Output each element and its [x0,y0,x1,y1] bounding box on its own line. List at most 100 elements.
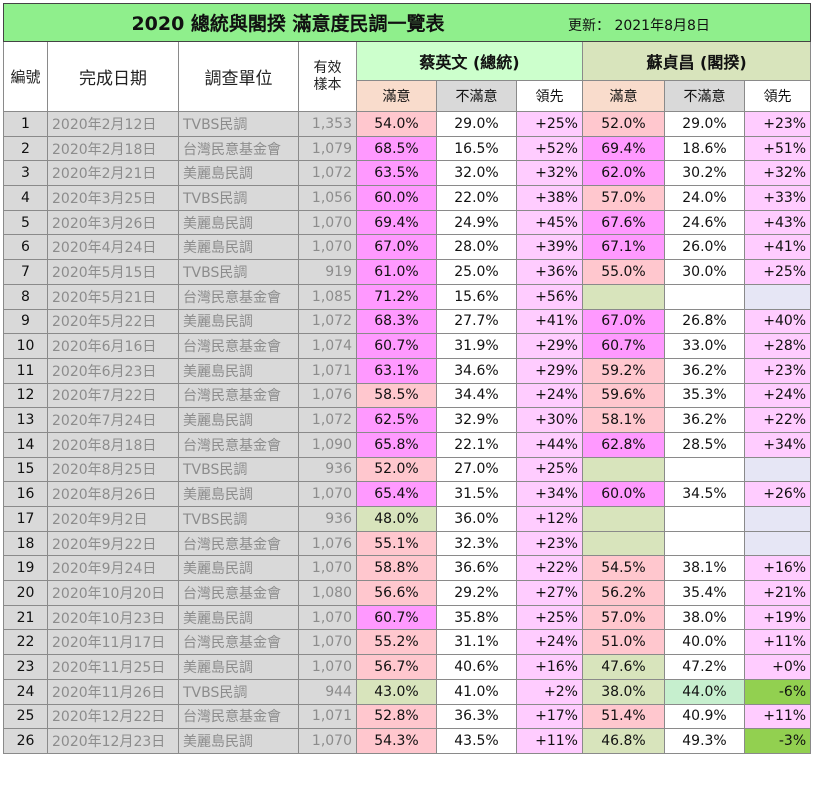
cell-tsai-sat: 54.3% [356,728,437,754]
cell-org: 美麗島民調 [178,407,299,433]
cell-su-dissat: 49.3% [664,728,745,754]
cell-org: 美麗島民調 [178,728,299,754]
cell-sample: 1,071 [298,703,357,730]
cell-sample: 1,085 [298,283,357,310]
header-no: 編號 [3,41,48,112]
cell-sample: 1,072 [298,160,357,187]
cell-tsai-sat: 52.0% [356,456,437,483]
cell-su-lead: +19% [743,604,812,631]
cell-org: 台灣民意基金會 [178,431,299,458]
cell-tsai-lead: +16% [516,654,583,680]
cell-tsai-sat: 58.5% [356,382,437,409]
poll-table-body: 1 2020年2月12日 TVBS民調 1,353 54.0% 29.0% +25% 52.0… [3,111,812,754]
cell-date: 2020年5月15日 [47,259,179,285]
cell-no: 18 [3,530,48,557]
cell-su-sat [582,530,665,557]
cell-date: 2020年4月24日 [47,234,179,261]
header-date: 完成日期 [47,41,179,112]
cell-su-lead: +11% [743,703,812,730]
cell-date: 2020年11月17日 [47,629,179,656]
cell-tsai-lead: +36% [516,259,583,285]
cell-su-dissat: 35.4% [664,580,745,606]
cell-su-lead: -3% [743,728,812,754]
cell-no: 26 [3,728,48,754]
cell-no: 5 [3,209,48,236]
cell-su-sat: 52.0% [582,111,665,137]
cell-su-lead: +41% [743,234,812,261]
cell-tsai-sat: 54.0% [356,111,437,137]
cell-sample: 919 [298,259,357,285]
cell-no: 7 [3,259,48,285]
cell-sample: 1,072 [298,308,357,335]
cell-date: 2020年6月23日 [47,357,179,384]
cell-sample: 936 [298,506,357,532]
cell-org: 美麗島民調 [178,654,299,680]
table-row: 2 2020年2月18日 台灣民意基金會 1,079 68.5% 16.5% +52% 69.… [3,135,812,162]
cell-date: 2020年3月25日 [47,185,179,211]
cell-su-lead: +24% [743,382,812,409]
cell-org: 台灣民意基金會 [178,703,299,730]
cell-tsai-lead: +23% [516,530,583,557]
cell-su-dissat [664,530,745,557]
cell-su-lead [743,530,812,557]
cell-tsai-lead: +22% [516,555,583,582]
cell-su-lead: +22% [743,407,812,433]
cell-su-sat: 69.4% [582,135,665,162]
cell-tsai-dissat: 40.6% [436,654,517,680]
header-tsai-dissat: 不滿意 [436,80,517,112]
cell-org: 台灣民意基金會 [178,283,299,310]
cell-tsai-sat: 71.2% [356,283,437,310]
cell-tsai-lead: +11% [516,728,583,754]
table-row: 4 2020年3月25日 TVBS民調 1,056 60.0% 22.0% +38% 57.0… [3,185,812,211]
cell-su-lead: +21% [743,580,812,606]
cell-su-dissat: 40.9% [664,703,745,730]
table-row: 25 2020年12月22日 台灣民意基金會 1,071 52.8% 36.3% +17% 5… [3,703,812,730]
cell-tsai-lead: +24% [516,382,583,409]
cell-org: TVBS民調 [178,678,299,705]
cell-tsai-dissat: 36.6% [436,555,517,582]
cell-su-lead: +26% [743,481,812,507]
table-row: 16 2020年8月26日 美麗島民調 1,070 65.4% 31.5% +34% 60.0… [3,481,812,507]
cell-date: 2020年12月23日 [47,728,179,754]
cell-tsai-dissat: 22.1% [436,431,517,458]
cell-su-sat [582,506,665,532]
cell-su-sat: 47.6% [582,654,665,680]
cell-tsai-sat: 48.0% [356,506,437,532]
cell-date: 2020年5月22日 [47,308,179,335]
cell-no: 19 [3,555,48,582]
table-row: 26 2020年12月23日 美麗島民調 1,070 54.3% 43.5% +11% 46.… [3,728,812,754]
cell-su-sat: 67.0% [582,308,665,335]
cell-tsai-dissat: 25.0% [436,259,517,285]
cell-su-sat: 59.6% [582,382,665,409]
cell-su-dissat: 18.6% [664,135,745,162]
cell-su-sat: 60.0% [582,481,665,507]
cell-no: 17 [3,506,48,532]
cell-tsai-lead: +38% [516,185,583,211]
cell-no: 2 [3,135,48,162]
cell-no: 12 [3,382,48,409]
table-row: 9 2020年5月22日 美麗島民調 1,072 68.3% 27.7% +41% 67.0%… [3,308,812,335]
cell-sample: 1,076 [298,382,357,409]
cell-tsai-dissat: 29.0% [436,111,517,137]
cell-sample: 1,090 [298,431,357,458]
table-row: 21 2020年10月23日 美麗島民調 1,070 60.7% 35.8% +25% 57.… [3,604,812,631]
cell-org: 美麗島民調 [178,604,299,631]
cell-date: 2020年8月26日 [47,481,179,507]
cell-no: 3 [3,160,48,187]
table-row: 18 2020年9月22日 台灣民意基金會 1,076 55.1% 32.3% +23% [3,530,812,557]
cell-tsai-lead: +25% [516,111,583,137]
cell-su-sat: 46.8% [582,728,665,754]
cell-no: 13 [3,407,48,433]
cell-su-dissat: 40.0% [664,629,745,656]
cell-su-dissat: 30.0% [664,259,745,285]
cell-tsai-lead: +29% [516,357,583,384]
cell-tsai-sat: 67.0% [356,234,437,261]
cell-date: 2020年8月18日 [47,431,179,458]
table-row: 14 2020年8月18日 台灣民意基金會 1,090 65.8% 22.1% +44% 62… [3,431,812,458]
cell-tsai-dissat: 36.3% [436,703,517,730]
cell-sample: 1,070 [298,234,357,261]
table-row: 7 2020年5月15日 TVBS民調 919 61.0% 25.0% +36% 55.0% 3… [3,259,812,285]
cell-su-lead [743,456,812,483]
cell-tsai-lead: +12% [516,506,583,532]
cell-tsai-lead: +41% [516,308,583,335]
